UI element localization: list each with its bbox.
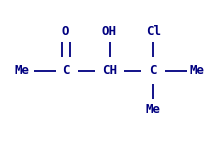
Text: OH: OH bbox=[102, 25, 117, 38]
Text: Cl: Cl bbox=[146, 25, 161, 38]
Text: Me: Me bbox=[14, 64, 29, 77]
Text: O: O bbox=[62, 25, 69, 38]
Text: Me: Me bbox=[146, 103, 161, 116]
Text: C: C bbox=[62, 64, 69, 77]
Text: Me: Me bbox=[190, 64, 205, 77]
Text: CH: CH bbox=[102, 64, 117, 77]
Text: C: C bbox=[150, 64, 157, 77]
